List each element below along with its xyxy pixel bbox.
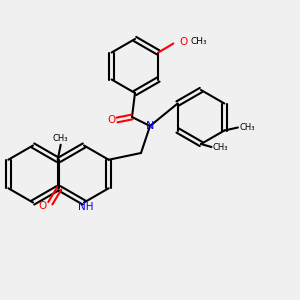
Text: CH₃: CH₃	[213, 142, 228, 152]
Text: O: O	[107, 115, 115, 125]
Text: N: N	[146, 121, 154, 131]
Text: O: O	[39, 201, 47, 211]
Text: CH₃: CH₃	[53, 134, 68, 143]
Text: NH: NH	[78, 202, 93, 212]
Text: CH₃: CH₃	[239, 123, 255, 132]
Text: CH₃: CH₃	[190, 38, 207, 46]
Text: O: O	[180, 37, 188, 47]
